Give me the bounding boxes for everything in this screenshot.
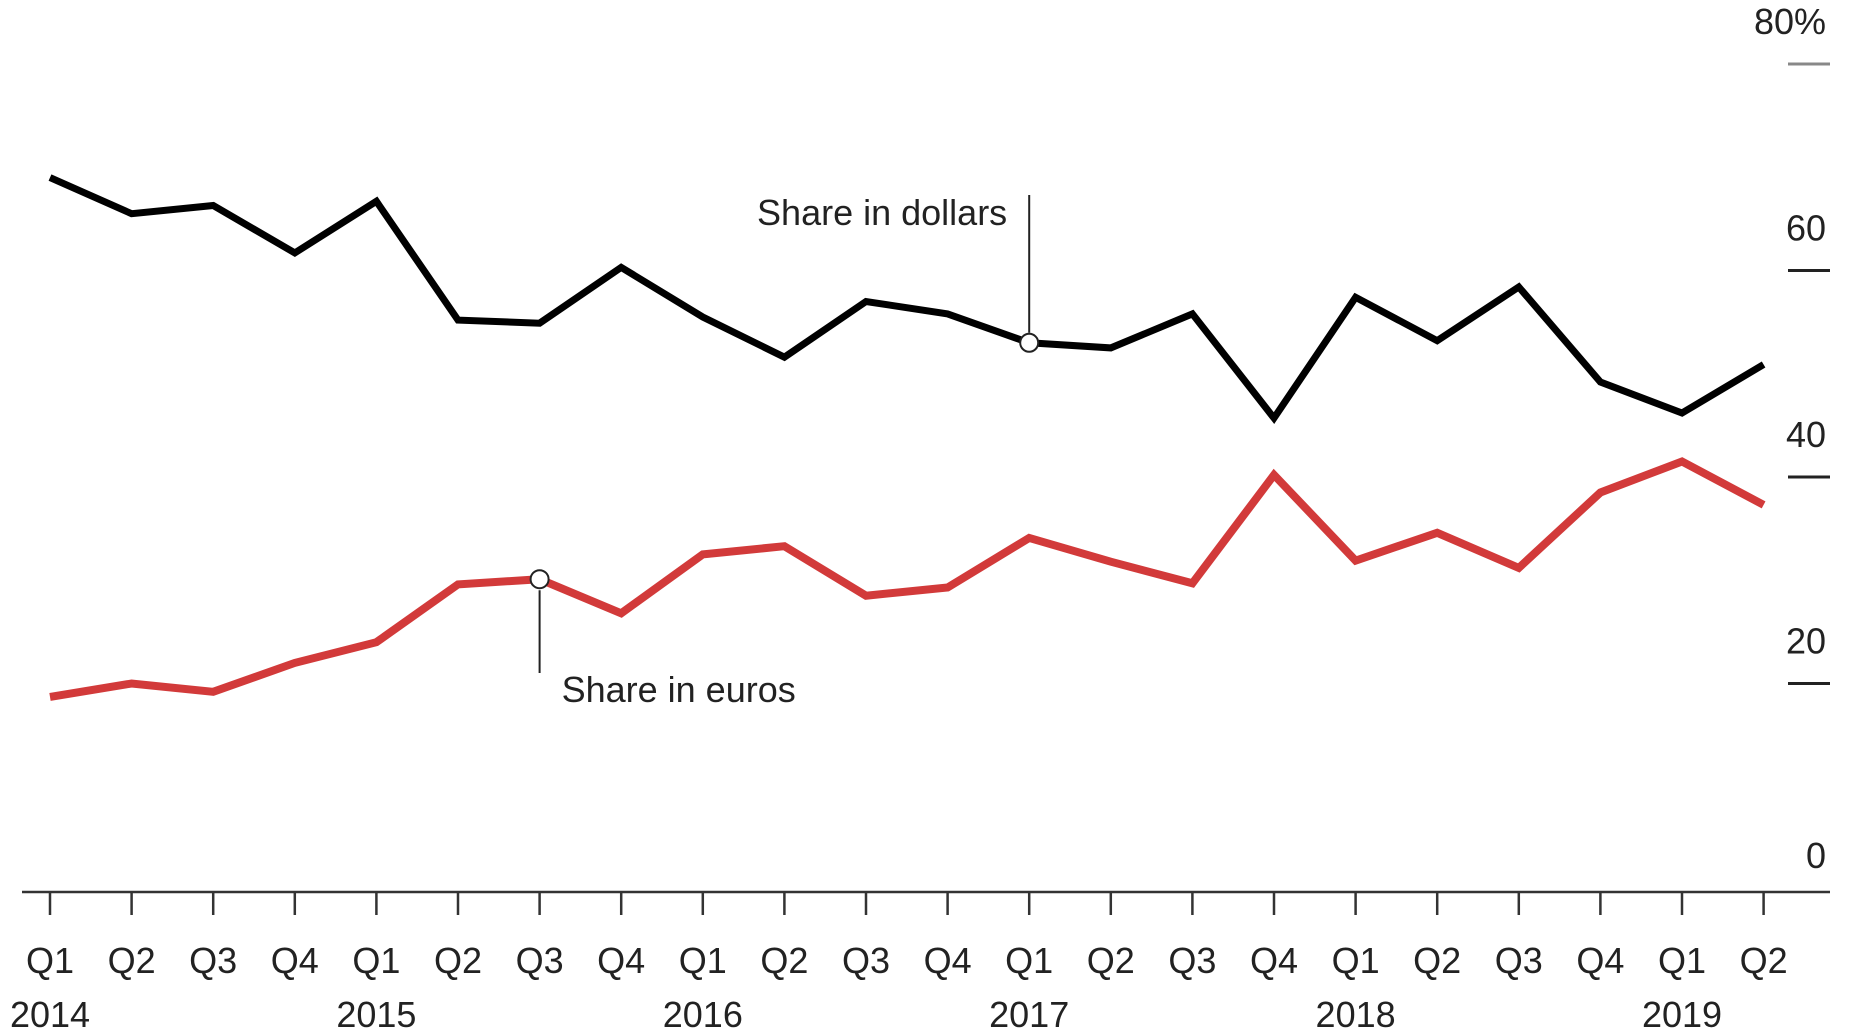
series-line-euros <box>49 457 1766 701</box>
y-tick-label: 0 <box>1806 835 1826 876</box>
x-tick-label: Q4 <box>1250 940 1298 981</box>
x-tick-label: Q3 <box>189 940 237 981</box>
y-tick-label: 80% <box>1754 1 1826 42</box>
x-tick-label: Q2 <box>760 940 808 981</box>
annotation-marker <box>529 569 550 590</box>
x-tick-label: Q3 <box>516 940 564 981</box>
x-tick-label: Q1 <box>679 940 727 981</box>
x-tick-label: Q1 <box>1658 940 1706 981</box>
x-tick-label: Q1 <box>26 940 74 981</box>
x-tick-label: Q3 <box>842 940 890 981</box>
annotation-label: Share in euros <box>562 669 796 710</box>
y-axis: 0 20 40 60 80% <box>1754 1 1830 876</box>
x-year-label: 2017 <box>989 994 1069 1031</box>
x-tick-label: Q3 <box>1168 940 1216 981</box>
series-layer <box>48 174 1766 701</box>
annotation-marker <box>1019 332 1040 353</box>
y-tick-label: 60 <box>1786 208 1826 249</box>
x-tick-label: Q4 <box>1576 940 1624 981</box>
y-tick-label: 40 <box>1786 414 1826 455</box>
x-tick-label: Q2 <box>108 940 156 981</box>
y-tick-label: 20 <box>1786 621 1826 662</box>
x-tick-label: Q2 <box>1413 940 1461 981</box>
annotation-layer: Share in dollars Share in euros <box>529 192 1040 710</box>
x-tick-label: Q4 <box>597 940 645 981</box>
annotation-label: Share in dollars <box>757 192 1007 233</box>
x-tick-label: Q1 <box>352 940 400 981</box>
x-tick-label: Q3 <box>1495 940 1543 981</box>
series-line-dollars <box>48 174 1766 425</box>
x-year-label: 2016 <box>663 994 743 1031</box>
x-year-label: 2019 <box>1642 994 1722 1031</box>
x-tick-label: Q1 <box>1332 940 1380 981</box>
x-tick-label: Q4 <box>271 940 319 981</box>
x-tick-label: Q2 <box>434 940 482 981</box>
x-axis: Q1 Q2 Q3 Q4 Q1 Q2 Q3 Q4 Q1 Q2 Q3 Q4 Q1 Q2 Q3 Q4 Q1 Q2 Q3 Q4… <box>10 892 1788 1031</box>
x-tick-label: Q4 <box>924 940 972 981</box>
x-tick-label: Q1 <box>1005 940 1053 981</box>
x-tick-label: Q2 <box>1740 940 1788 981</box>
x-year-label: 2018 <box>1316 994 1396 1031</box>
x-year-label: 2014 <box>10 994 90 1031</box>
x-tick-label: Q2 <box>1087 940 1135 981</box>
x-year-label: 2015 <box>336 994 416 1031</box>
